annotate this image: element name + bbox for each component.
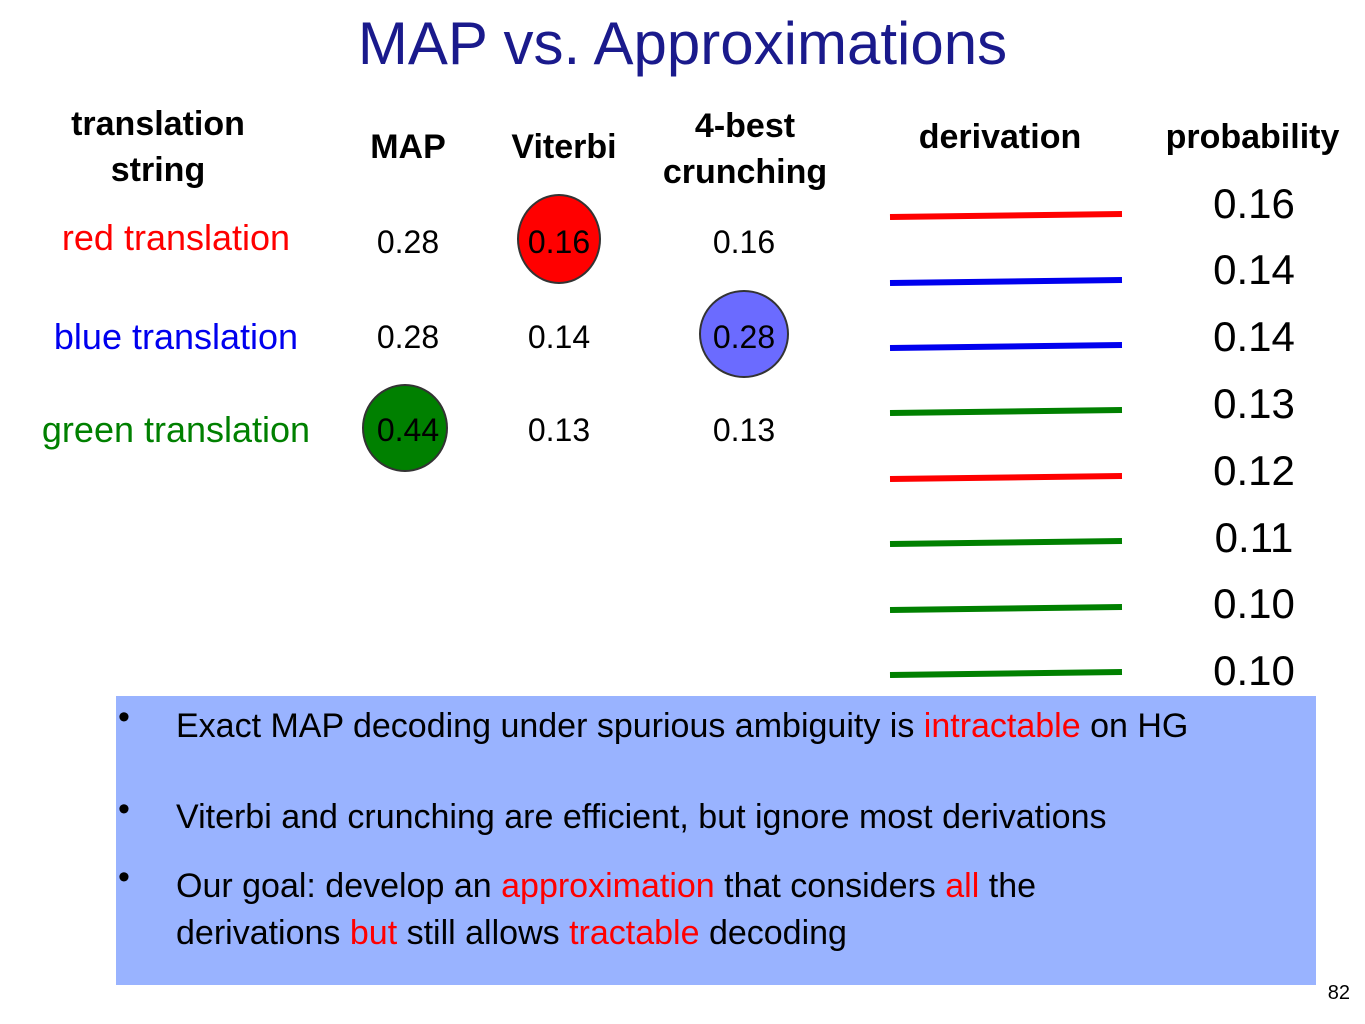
bullet-3-approximation: approximation bbox=[501, 867, 715, 905]
bullet-2-dot: • bbox=[118, 790, 130, 828]
probability-3: 0.14 bbox=[1213, 313, 1295, 360]
derivation-line-6 bbox=[889, 538, 1123, 547]
probability-7: 0.10 bbox=[1213, 580, 1295, 627]
row-label-red: red translation bbox=[61, 217, 291, 258]
row-label-blue: blue translation bbox=[53, 316, 299, 357]
derivation-line-2 bbox=[889, 277, 1123, 286]
bullet-3: Our goal: develop an approximation that … bbox=[176, 863, 1206, 957]
derivation-line-5 bbox=[889, 473, 1123, 482]
bullet-3-all: all bbox=[945, 867, 980, 905]
cell-red-map: 0.28 bbox=[376, 224, 440, 260]
bullet-2: Viterbi and crunching are efficient, but… bbox=[176, 798, 1107, 836]
probability-2: 0.14 bbox=[1213, 246, 1295, 293]
header-probability: probability bbox=[1165, 118, 1340, 156]
probability-6: 0.11 bbox=[1214, 514, 1294, 561]
cell-green-viterbi: 0.13 bbox=[527, 412, 591, 448]
header-translation-string: translation string bbox=[38, 101, 278, 193]
bullet-1-intractable: intractable bbox=[923, 707, 1081, 745]
probability-8: 0.10 bbox=[1213, 647, 1295, 694]
probability-1: 0.16 bbox=[1213, 180, 1295, 227]
cell-blue-viterbi: 0.14 bbox=[527, 319, 591, 355]
row-label-green: green translation bbox=[41, 409, 311, 450]
derivation-lines bbox=[889, 211, 1123, 678]
header-viterbi: Viterbi bbox=[511, 128, 617, 166]
bullet-1-dot: • bbox=[118, 698, 130, 736]
derivation-line-3 bbox=[889, 342, 1123, 351]
derivation-line-4 bbox=[889, 407, 1123, 416]
slide-number: 82 bbox=[1327, 982, 1350, 1004]
header-crunch-line1: 4-best bbox=[694, 107, 796, 145]
cell-red-crunching: 0.16 bbox=[712, 224, 776, 260]
probability-4: 0.13 bbox=[1213, 380, 1295, 427]
slide-title: MAP vs. Approximations bbox=[357, 10, 1008, 77]
derivation-line-8 bbox=[889, 669, 1123, 678]
bullet-1-text-b: on HG bbox=[1090, 707, 1189, 745]
derivation-line-7 bbox=[889, 604, 1123, 613]
bullet-1-text-a: Exact MAP decoding under spurious ambigu… bbox=[176, 707, 915, 745]
bullet-3-text-a: Our goal: develop an bbox=[176, 867, 492, 905]
cell-green-map: 0.44 bbox=[376, 412, 440, 448]
bullet-3-text-b: that considers bbox=[724, 867, 936, 905]
cell-green-crunching: 0.13 bbox=[712, 412, 776, 448]
cell-blue-map: 0.28 bbox=[376, 319, 440, 355]
bullet-3-but: but bbox=[349, 914, 398, 952]
summary-panel bbox=[116, 696, 1316, 985]
crunching-selected-circle bbox=[699, 290, 789, 378]
header-derivation: derivation bbox=[918, 118, 1082, 156]
header-map: MAP bbox=[370, 128, 446, 166]
derivation-line-1 bbox=[889, 211, 1123, 220]
bullet-1: Exact MAP decoding under spurious ambigu… bbox=[176, 703, 1296, 750]
bullet-3-text-c: the derivations bbox=[176, 867, 1037, 952]
probability-5: 0.12 bbox=[1213, 447, 1295, 494]
header-translation-line1: translation bbox=[71, 105, 245, 143]
header-translation-line2: string bbox=[110, 151, 206, 189]
bullet-3-tractable: tractable bbox=[569, 914, 700, 952]
map-selected-circle bbox=[362, 384, 448, 472]
cell-red-viterbi: 0.16 bbox=[527, 224, 591, 260]
header-crunch-line2: crunching bbox=[662, 153, 828, 191]
viterbi-selected-circle bbox=[517, 194, 601, 284]
bullet-3-text-d: still allows bbox=[406, 914, 560, 952]
header-4best-crunching: 4-best crunching bbox=[630, 103, 860, 195]
bullet-3-dot: • bbox=[118, 858, 130, 896]
bullet-3-text-e: decoding bbox=[708, 914, 847, 952]
cell-blue-crunching: 0.28 bbox=[712, 319, 776, 355]
